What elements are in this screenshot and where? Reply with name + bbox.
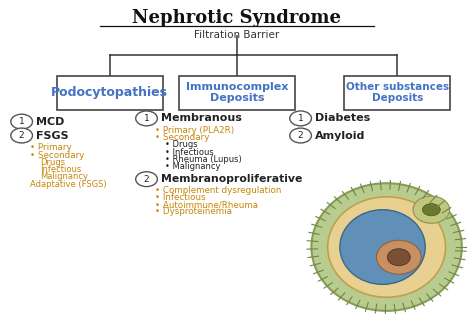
Text: Adaptative (FSGS): Adaptative (FSGS): [30, 180, 106, 189]
Text: 1: 1: [144, 114, 149, 123]
Text: Amyloid: Amyloid: [315, 130, 365, 141]
FancyBboxPatch shape: [179, 76, 295, 110]
Text: 2: 2: [19, 131, 25, 140]
Text: Membranoproliferative: Membranoproliferative: [161, 174, 302, 184]
Text: • Secondary: • Secondary: [30, 151, 84, 160]
Text: • Primary (PLA2R): • Primary (PLA2R): [155, 126, 234, 135]
Text: Malignancy: Malignancy: [40, 172, 88, 181]
Text: Podocytopathies: Podocytopathies: [51, 86, 168, 99]
Text: • Autoimmune/Rheuma: • Autoimmune/Rheuma: [155, 200, 257, 209]
Text: 1: 1: [298, 114, 303, 123]
Text: • Complement dysregulation: • Complement dysregulation: [155, 186, 281, 195]
Text: • Primary: • Primary: [30, 143, 71, 152]
Circle shape: [11, 128, 33, 143]
Text: Filtration Barrier: Filtration Barrier: [194, 30, 280, 40]
Text: MCD: MCD: [36, 117, 64, 126]
Circle shape: [290, 128, 311, 143]
Text: 2: 2: [298, 131, 303, 140]
Text: 2: 2: [144, 175, 149, 184]
Text: • Secondary: • Secondary: [155, 133, 209, 142]
Circle shape: [11, 114, 33, 129]
Text: • Rheuma (Lupus): • Rheuma (Lupus): [165, 155, 242, 164]
Text: 1: 1: [19, 117, 25, 126]
Text: • Dysproteinemia: • Dysproteinemia: [155, 207, 231, 216]
Text: Nephrotic Syndrome: Nephrotic Syndrome: [133, 9, 341, 27]
Circle shape: [136, 172, 157, 186]
Text: Infectious: Infectious: [40, 165, 81, 174]
Text: Drugs: Drugs: [40, 158, 65, 167]
Circle shape: [290, 111, 311, 126]
Text: Diabetes: Diabetes: [315, 113, 370, 124]
FancyBboxPatch shape: [344, 76, 450, 110]
Text: Immunocomplex
Deposits: Immunocomplex Deposits: [186, 82, 288, 103]
Text: • Infectious: • Infectious: [155, 193, 205, 202]
Text: Membranous: Membranous: [161, 113, 242, 124]
Text: • Infectious: • Infectious: [165, 147, 214, 156]
Text: FSGS: FSGS: [36, 130, 68, 141]
FancyBboxPatch shape: [57, 76, 163, 110]
Text: Other substances
Deposits: Other substances Deposits: [346, 82, 449, 103]
Text: • Drugs: • Drugs: [165, 141, 198, 149]
Circle shape: [136, 111, 157, 126]
Text: • Malignancy: • Malignancy: [165, 162, 221, 171]
